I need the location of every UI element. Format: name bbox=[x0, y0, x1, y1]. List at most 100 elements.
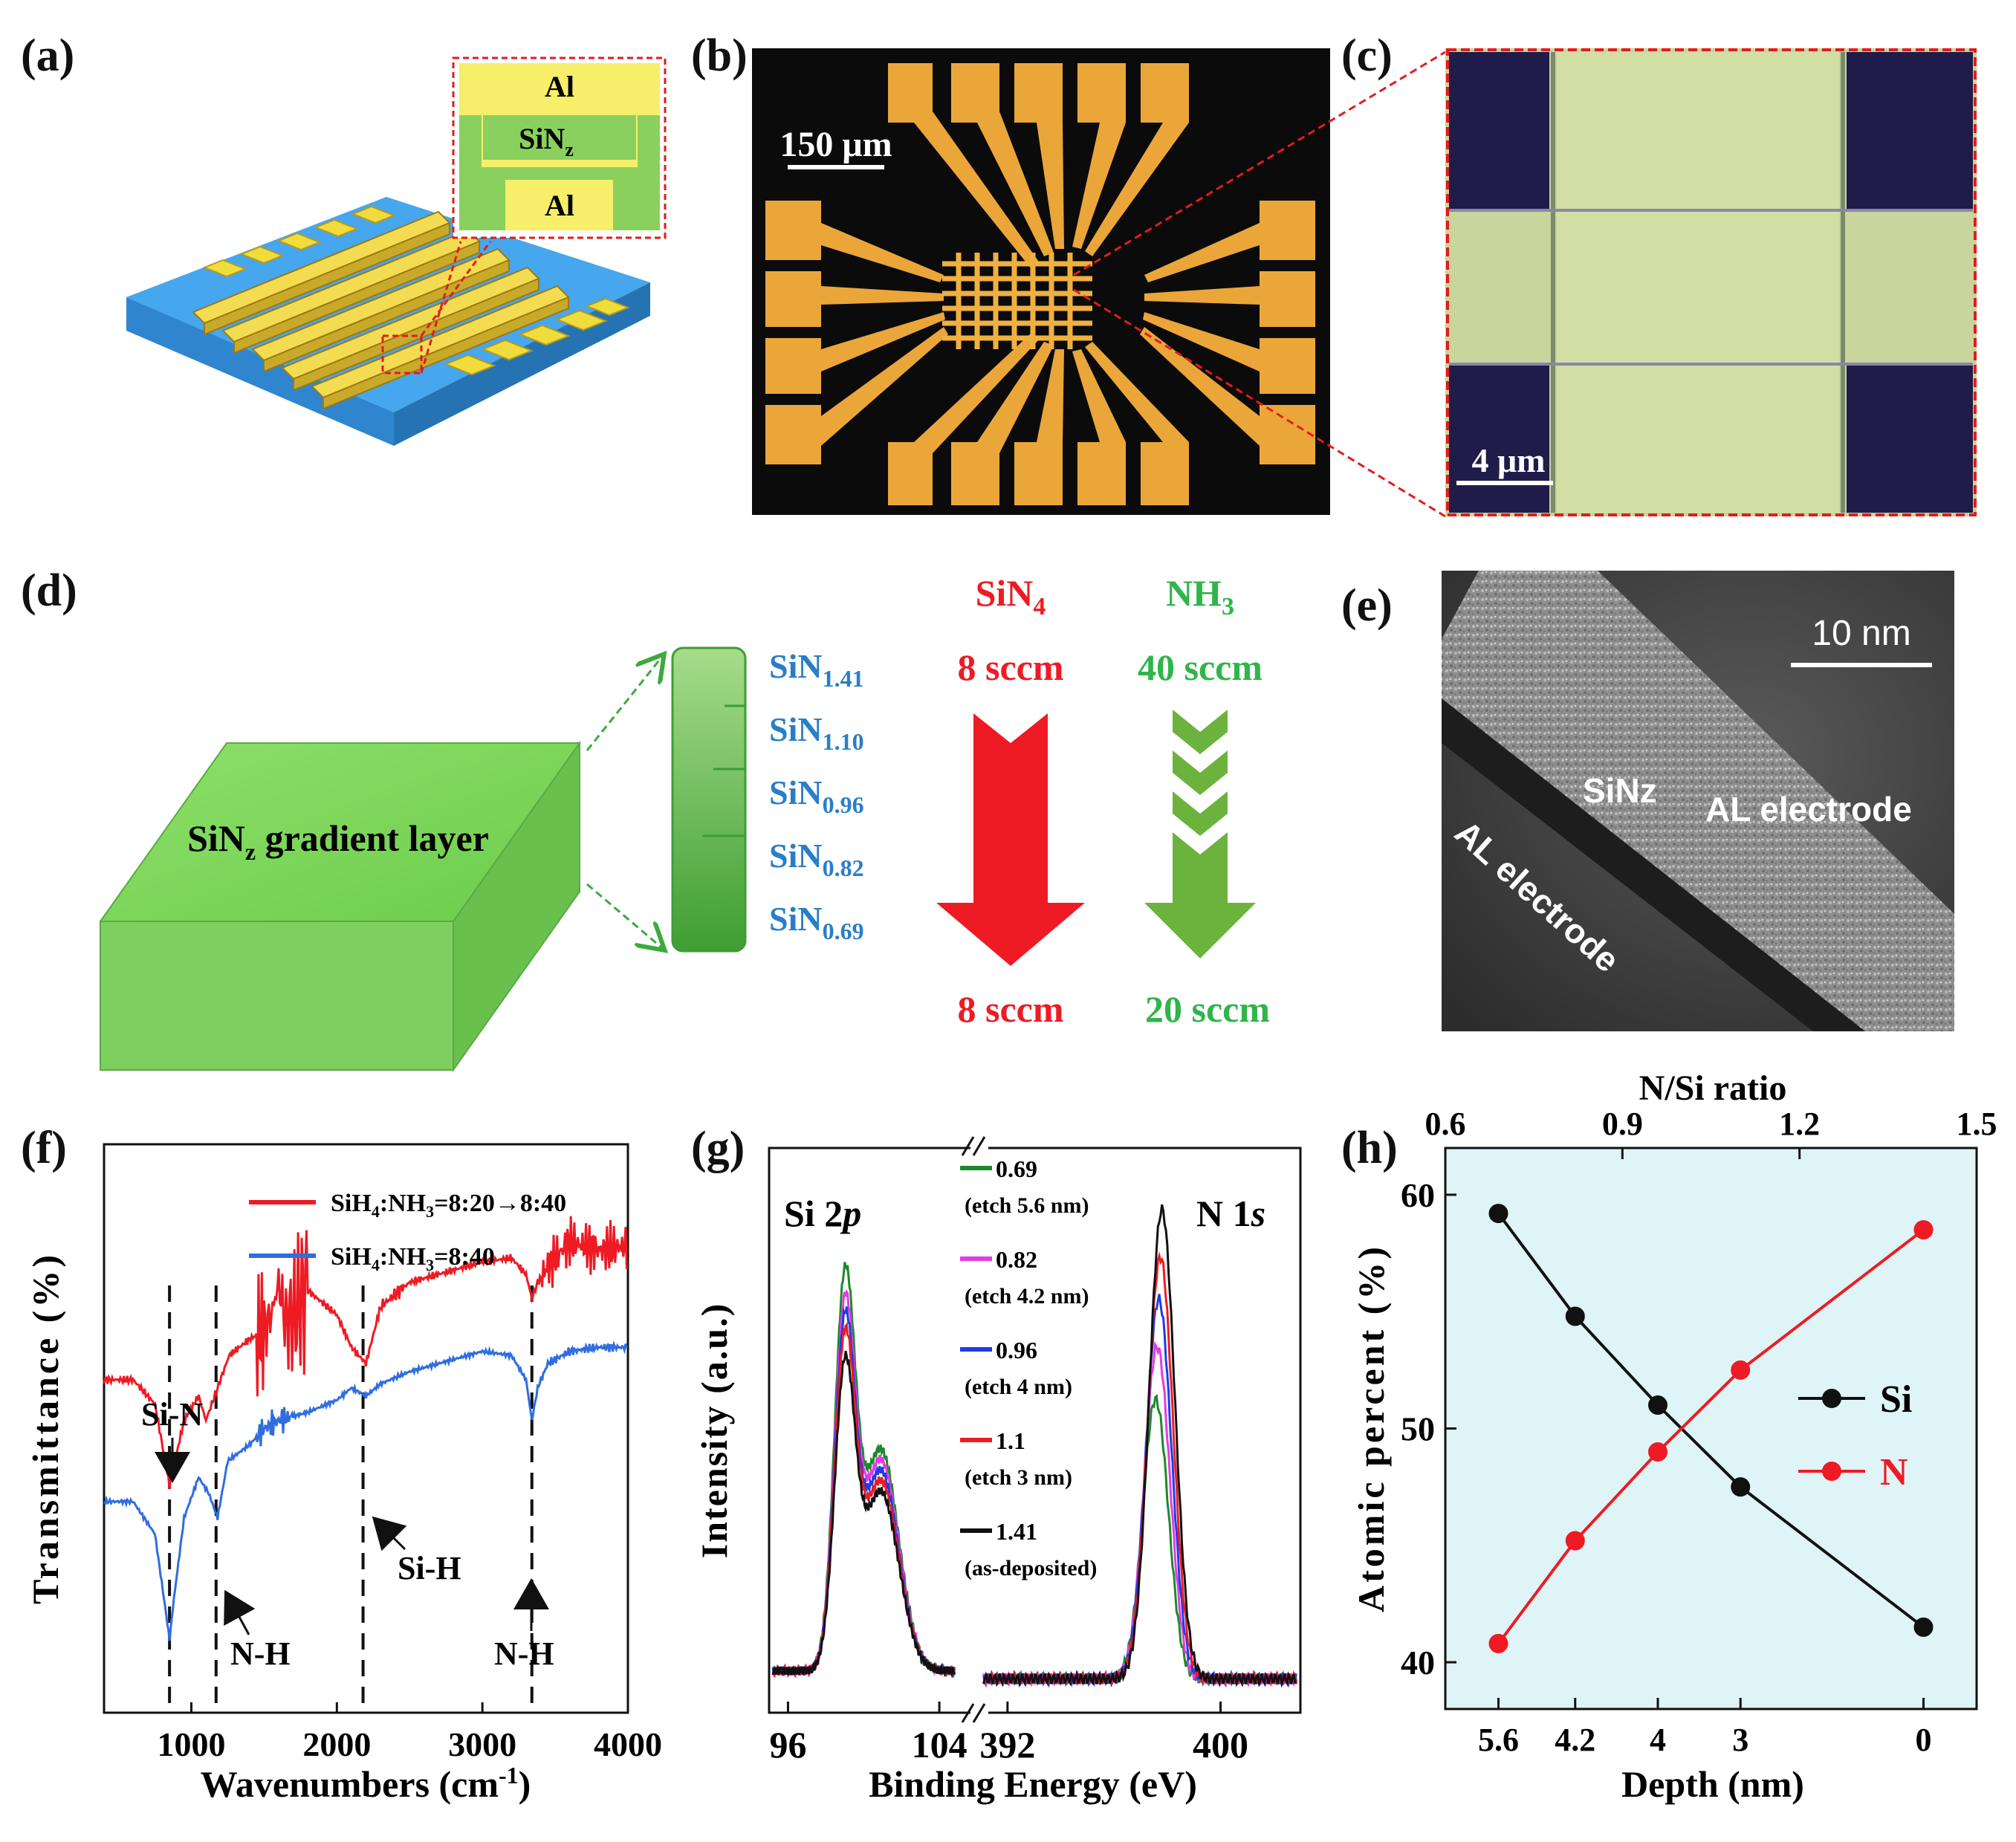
xps-legend-ratio-1: 0.82 bbox=[996, 1246, 1037, 1273]
ftir-tick-label-1: 2000 bbox=[302, 1725, 371, 1763]
zoom-box-small bbox=[381, 334, 423, 374]
gas1-name: SiN4 bbox=[976, 572, 1046, 620]
xps-n-series-4 bbox=[982, 1204, 1297, 1688]
panel-label-c: (c) bbox=[1341, 30, 1393, 81]
gas1-arrow bbox=[936, 713, 1085, 966]
contact-pads bbox=[765, 63, 1315, 505]
xps-legend-note-3: (etch 3 nm) bbox=[965, 1465, 1072, 1490]
scale-label-e: 10 nm bbox=[1812, 614, 1910, 653]
legend-marker-n bbox=[1822, 1462, 1841, 1481]
gas2-start: 40 sccm bbox=[1138, 646, 1263, 688]
ftir-tick-label-3: 4000 bbox=[594, 1725, 662, 1763]
top-electrode-band bbox=[1557, 52, 1839, 513]
atomic-point-Si-0 bbox=[1488, 1204, 1508, 1224]
atomic-point-Si-1 bbox=[1565, 1306, 1585, 1326]
atomic-ticks: 40 50 60 5.6 4.2 4 3 0 0.6 0.9 1.2 1.5 bbox=[1401, 1106, 1997, 1758]
panel-a-schematic: Al SiNz Al bbox=[126, 56, 667, 446]
panel-f-ftir: 1000 2000 3000 4000 Wavenumbers (cm-1) Tran… bbox=[25, 1143, 662, 1805]
ftir-tick-label-0: 1000 bbox=[158, 1725, 226, 1763]
xps-series bbox=[771, 1204, 1298, 1688]
atomic-x2-tick-label-1: 0.9 bbox=[1602, 1106, 1643, 1142]
panel-g-xps: 96 104 392 400 Si 2p N 1s 0.69 (etch 5.6 nm)… bbox=[693, 1136, 1302, 1805]
legend-marker-si bbox=[1822, 1389, 1841, 1408]
stack-label-bottom: Al bbox=[545, 189, 574, 222]
gas2-end: 20 sccm bbox=[1145, 988, 1270, 1030]
dark-corner-bl bbox=[1449, 363, 1549, 513]
block-front bbox=[100, 921, 454, 1071]
annotation-si-h: Si-H bbox=[398, 1550, 461, 1586]
panel-label-g: (g) bbox=[691, 1123, 745, 1173]
xps-legend-ratio-3: 1.1 bbox=[996, 1427, 1025, 1454]
gas2-arrow bbox=[1144, 710, 1256, 959]
xps-legend-note-2: (etch 4 nm) bbox=[965, 1375, 1072, 1399]
stack-label-top: Al bbox=[545, 70, 574, 103]
bottom-electrodes bbox=[202, 205, 630, 376]
top-electrode-label: AL electrode bbox=[1705, 790, 1912, 828]
dark-corner-tr bbox=[1847, 52, 1973, 212]
atomic-point-Si-3 bbox=[1731, 1477, 1751, 1497]
block-side bbox=[453, 740, 580, 1073]
atomic-points bbox=[1488, 1204, 1934, 1653]
composition-4: SiN0.82 bbox=[769, 837, 864, 881]
atomic-point-N-0 bbox=[1488, 1633, 1508, 1653]
xps-legend-ratio-2: 0.96 bbox=[996, 1337, 1037, 1363]
panel-label-a: (a) bbox=[21, 30, 74, 81]
atomic-x-tick-label-3: 3 bbox=[1732, 1722, 1748, 1758]
panel-h-atomic: 40 50 60 5.6 4.2 4 3 0 0.6 0.9 1.2 1.5 N/Si ratio D… bbox=[1350, 1068, 1997, 1805]
atomic-x2-tick-label-2: 1.2 bbox=[1779, 1106, 1820, 1142]
annotation-n-h-2: N-H bbox=[494, 1635, 554, 1672]
ftir-series bbox=[103, 1216, 628, 1641]
composition-labels: SiN1.41 SiN1.10 SiN0.96 SiN0.82 SiN0.69 bbox=[769, 647, 864, 944]
gas1-start: 8 sccm bbox=[958, 646, 1064, 688]
ftir-series-1 bbox=[103, 1340, 628, 1641]
composition-2: SiN1.10 bbox=[769, 710, 864, 755]
substrate-front bbox=[126, 297, 394, 446]
xps-legend-note-0: (etch 5.6 nm) bbox=[965, 1193, 1089, 1218]
panel-c-zoom: 4 μm bbox=[1445, 48, 1977, 516]
xps-x-label: Binding Energy (eV) bbox=[869, 1763, 1197, 1805]
ftir-y-label: Transmittance (%) bbox=[25, 1252, 66, 1604]
annotation-si-n: Si-N bbox=[141, 1396, 203, 1433]
atomic-point-N-3 bbox=[1731, 1360, 1751, 1380]
xps-tick-label-left-0: 96 bbox=[769, 1724, 806, 1765]
legend-n: N bbox=[1880, 1451, 1908, 1494]
xps-legend-note-1: (etch 4.2 nm) bbox=[965, 1284, 1089, 1308]
atomic-x-tick-label-4: 0 bbox=[1916, 1722, 1932, 1758]
dark-corner-tl bbox=[1449, 52, 1549, 212]
panel-label-b: (b) bbox=[691, 30, 748, 81]
xps-tick-label-right-1: 400 bbox=[1193, 1724, 1248, 1765]
xps-si-series-4 bbox=[771, 1350, 956, 1679]
atomic-point-N-4 bbox=[1913, 1220, 1934, 1240]
atomic-y-tick-label-0: 40 bbox=[1401, 1644, 1435, 1682]
panel-label-h: (h) bbox=[1341, 1123, 1398, 1173]
gradient-bar bbox=[671, 646, 747, 953]
xps-y-label: Intensity (a.u.) bbox=[693, 1303, 735, 1559]
xps-tick-label-right-0: 392 bbox=[979, 1724, 1035, 1765]
xps-x-ticks: 96 104 392 400 bbox=[769, 1702, 1248, 1765]
gas2-name: NH3 bbox=[1166, 572, 1234, 620]
ftir-legend-blue: SiH4:NH3=8:40 bbox=[331, 1243, 495, 1274]
atomic-x2-tick-label-0: 0.6 bbox=[1425, 1106, 1466, 1142]
sinz-label: SiNz bbox=[1583, 771, 1657, 810]
xps-tick-label-left-1: 104 bbox=[912, 1724, 968, 1765]
atomic-point-Si-4 bbox=[1913, 1617, 1934, 1637]
atomic-y-tick-label-1: 50 bbox=[1401, 1410, 1435, 1448]
ftir-legend-red: SiH4:NH3=8:20→8:40 bbox=[331, 1190, 566, 1221]
atomic-x2-tick-label-3: 1.5 bbox=[1957, 1106, 1997, 1142]
atomic-x-label: Depth (nm) bbox=[1621, 1763, 1804, 1805]
composition-3: SiN0.96 bbox=[769, 774, 864, 818]
panel-b-micrograph: 150 μm bbox=[752, 48, 1446, 518]
sinz-layer bbox=[1442, 571, 1954, 1031]
panel-e-tem: 10 nm SiNz AL electrode AL electrode bbox=[1442, 571, 1954, 1031]
ftir-series-0 bbox=[103, 1216, 628, 1490]
ftir-plot-frame bbox=[103, 1143, 629, 1714]
xps-legend-ratio-0: 0.69 bbox=[996, 1155, 1037, 1182]
atomic-point-N-2 bbox=[1648, 1442, 1667, 1462]
composition-5: SiN0.69 bbox=[769, 900, 864, 944]
panel-label-f: (f) bbox=[21, 1123, 67, 1173]
scale-label-c: 4 μm bbox=[1472, 441, 1546, 479]
block-label: SiNz gradient layer bbox=[187, 817, 489, 865]
peak-label-n: N 1s bbox=[1196, 1193, 1265, 1234]
dark-corner-br bbox=[1847, 363, 1973, 513]
ftir-x-ticks: 1000 2000 3000 4000 bbox=[158, 1702, 662, 1763]
